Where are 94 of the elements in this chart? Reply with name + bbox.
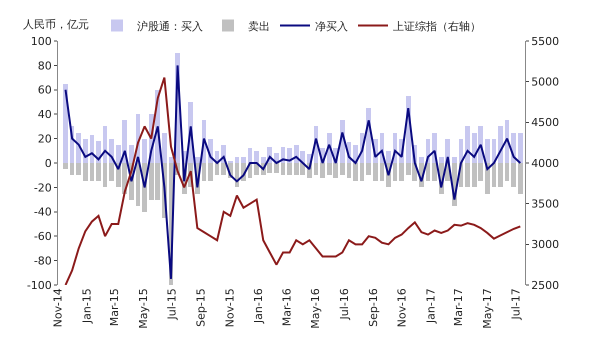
y-tick-label: 80: [38, 59, 52, 72]
bar: [459, 139, 463, 163]
bar: [142, 139, 147, 163]
y-tick-label: -40: [34, 206, 52, 219]
x-tick-label: Mar-17: [452, 288, 466, 326]
y-tick-label: -60: [34, 230, 52, 244]
x-tick-label: Nov-15: [223, 288, 236, 328]
bar: [505, 163, 509, 181]
bar: [70, 163, 74, 175]
y-tick-label: 100: [30, 34, 52, 48]
bar: [83, 163, 88, 181]
bar: [109, 163, 114, 181]
bar: [353, 163, 358, 181]
y-tick-label: 40: [38, 108, 52, 122]
bar: [386, 151, 391, 163]
bar: [274, 163, 279, 173]
y-tick-label: -20: [34, 181, 52, 194]
bar: [215, 163, 219, 175]
bar: [63, 84, 68, 163]
bar: [452, 157, 457, 163]
bar: [393, 163, 397, 181]
bar: [221, 163, 226, 175]
bar: [511, 163, 516, 187]
bar: [485, 139, 490, 163]
x-tick-label: May-16: [309, 288, 322, 329]
legend-label: 卖出: [248, 20, 270, 33]
bar: [63, 163, 68, 169]
x-tick-label: Jan-15: [80, 288, 94, 324]
y-tick-label: -80: [34, 254, 52, 268]
bar: [426, 163, 430, 181]
bar: [518, 133, 523, 163]
bar: [241, 157, 246, 163]
legend-label: 沪股通：买入: [137, 20, 203, 33]
bar: [320, 163, 325, 178]
y2-tick-label: 4000: [531, 156, 560, 170]
bar: [76, 163, 81, 175]
x-tick-label: Mar-15: [108, 288, 122, 326]
bar: [195, 157, 200, 163]
y2-tick-label: 5000: [531, 76, 560, 89]
bar: [465, 163, 470, 187]
y2-tick-label: 4500: [531, 116, 560, 130]
bar: [136, 163, 140, 206]
y2-tick-label: 2500: [531, 278, 560, 292]
bar: [103, 163, 107, 187]
bar: [281, 163, 285, 175]
bar: [287, 163, 292, 175]
x-tick-label: Jul-16: [338, 288, 351, 320]
x-tick-label: Jan-16: [252, 288, 266, 324]
x-tick-label: May-17: [480, 288, 494, 329]
bar: [380, 163, 384, 181]
bar: [347, 163, 351, 178]
x-tick-label: Jul-17: [510, 288, 523, 320]
bar: [314, 163, 318, 175]
x-tick-label: Jul-15: [166, 288, 179, 320]
bar: [492, 163, 496, 187]
bar: [360, 163, 364, 181]
bar: [498, 163, 503, 187]
y2-tick-label: 3000: [531, 238, 560, 252]
bar: [90, 163, 94, 181]
y-tick-label: 60: [38, 84, 52, 97]
y2-tick-label: 5500: [531, 34, 560, 48]
legend-label: 上证综指（右轴）: [393, 20, 481, 33]
bar: [202, 163, 206, 181]
x-tick-label: Nov-14: [52, 288, 65, 328]
y-axis-title: 人民币，亿元: [23, 18, 89, 31]
x-tick-label: Mar-16: [280, 288, 294, 326]
y-tick-label: 20: [38, 132, 52, 146]
bar: [373, 163, 378, 181]
bar: [90, 135, 94, 163]
bar: [254, 151, 259, 163]
bar: [399, 163, 404, 181]
bar: [518, 163, 523, 194]
bar: [492, 139, 496, 163]
x-tick-label: Nov-16: [396, 288, 409, 328]
x-tick-label: Jan-17: [424, 288, 438, 324]
bar: [96, 163, 101, 181]
bar: [432, 163, 437, 181]
bar: [419, 157, 424, 163]
bar: [129, 145, 134, 163]
bar: [169, 157, 173, 163]
y-tick-label: -100: [26, 278, 52, 292]
bar: [103, 126, 107, 163]
bar: [235, 157, 239, 163]
bar: [248, 148, 252, 163]
x-tick-label: Sep-16: [366, 288, 380, 327]
x-tick-label: May-15: [136, 288, 150, 329]
bar: [162, 133, 167, 163]
bar: [340, 163, 345, 175]
bar: [366, 163, 371, 175]
y-tick-label: 0: [44, 156, 52, 170]
x-tick-label: Sep-15: [194, 288, 208, 327]
legend-label: 净买入: [315, 20, 348, 33]
bar: [208, 163, 213, 181]
y2-tick-label: 3500: [531, 198, 560, 211]
